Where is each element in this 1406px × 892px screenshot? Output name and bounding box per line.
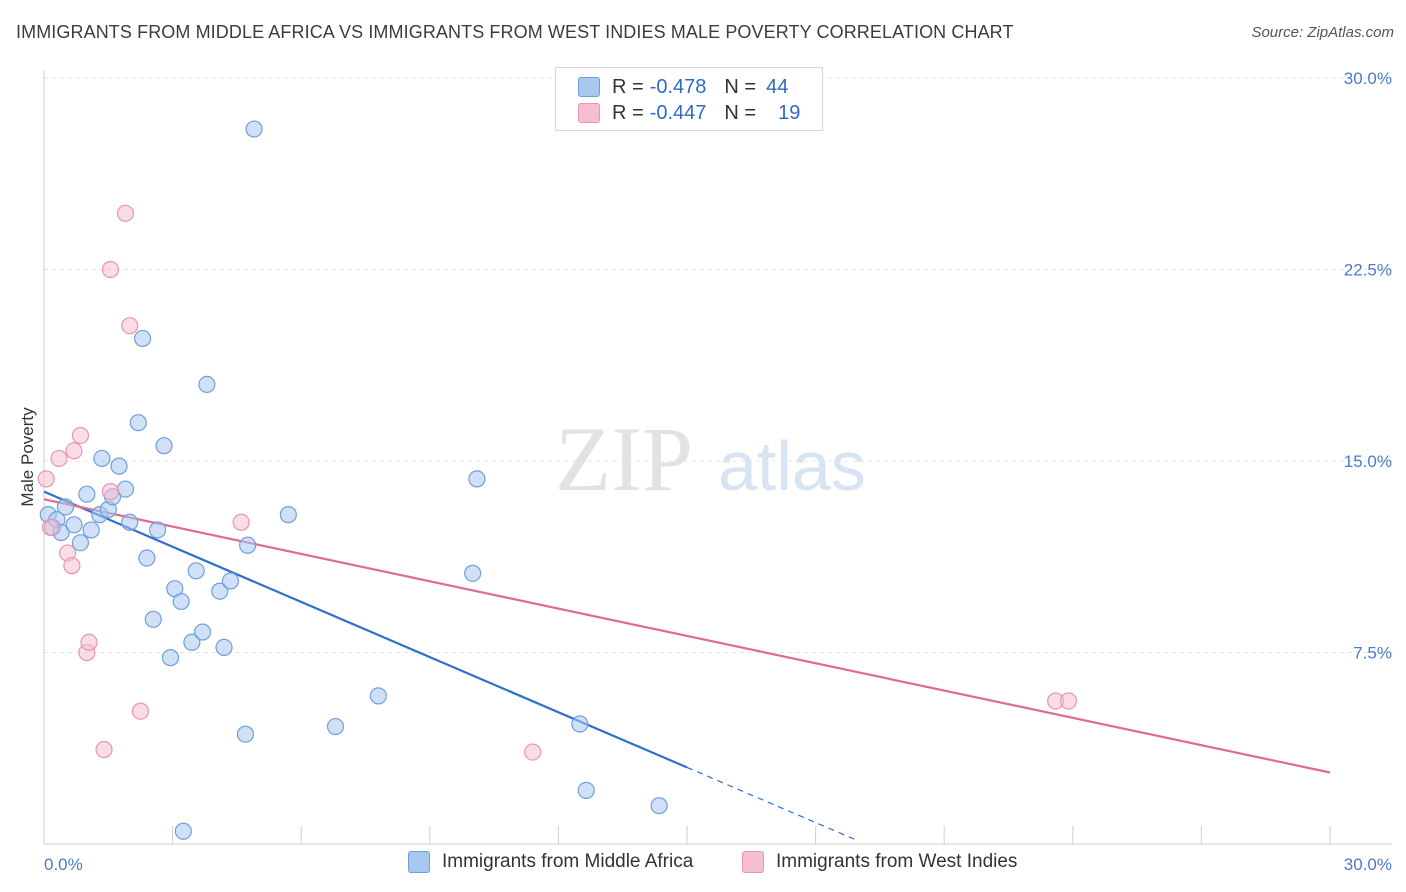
point-middle-africa-29 — [198, 375, 216, 393]
point-middle-africa-27 — [187, 562, 205, 580]
point-middle-africa-4 — [56, 498, 75, 516]
bottom-legend-swatch-blue — [408, 851, 430, 873]
legend-row-west-indies: R = -0.447 N = 19 — [578, 100, 800, 126]
legend-swatch-blue — [578, 77, 600, 97]
point-middle-africa-5 — [65, 516, 83, 534]
point-middle-africa-41 — [571, 715, 589, 733]
point-middle-africa-31 — [215, 638, 233, 656]
source-note: Source: ZipAtlas.com — [1251, 24, 1394, 41]
point-west-indies-6 — [71, 426, 90, 445]
legend-r-value: -0.447 — [649, 101, 707, 124]
x-tick-labels: 0.0% 30.0% — [44, 855, 1392, 874]
legend-r-label: R = — [612, 101, 644, 124]
watermark: ZIP atlas — [555, 408, 866, 510]
y-axis-label: Male Poverty — [18, 407, 37, 507]
point-west-indies-5 — [65, 442, 83, 460]
point-middle-africa-35 — [245, 120, 263, 138]
bottom-legend-middle-africa: Immigrants from Middle Africa — [408, 851, 693, 873]
point-west-indies-8 — [80, 633, 98, 651]
legend-n-label: N = — [724, 101, 757, 124]
y-tick-label-3: 30.0% — [1344, 69, 1392, 88]
point-west-indies-11 — [101, 260, 120, 279]
point-middle-africa-6 — [71, 534, 90, 552]
point-west-indies-10 — [101, 483, 120, 501]
point-middle-africa-13 — [110, 457, 128, 475]
data-points — [37, 120, 1078, 840]
legend-r-value: -0.478 — [649, 75, 707, 98]
trend-line-west-indies — [43, 498, 1331, 774]
legend-r-label: R = — [612, 75, 644, 98]
point-west-indies-0 — [37, 470, 55, 488]
point-middle-africa-34 — [239, 536, 257, 554]
point-middle-africa-36 — [279, 506, 297, 524]
point-west-indies-12 — [131, 702, 150, 720]
grid — [43, 77, 1392, 844]
watermark-atlas: atlas — [718, 427, 866, 505]
point-west-indies-1 — [41, 518, 60, 536]
point-middle-africa-16 — [129, 414, 147, 432]
legend-row-middle-africa: R = -0.478 N = 44 — [578, 74, 788, 100]
point-west-indies-9 — [95, 740, 113, 759]
point-middle-africa-30 — [211, 582, 229, 600]
point-west-indies-18 — [1059, 692, 1078, 710]
point-middle-africa-32 — [221, 572, 240, 590]
point-middle-africa-26 — [183, 633, 201, 651]
point-west-indies-13 — [116, 204, 135, 222]
point-middle-africa-8 — [82, 521, 100, 539]
point-west-indies-14 — [121, 317, 139, 335]
y-tick-label-0: 7.5% — [1353, 644, 1392, 663]
point-middle-africa-17 — [133, 329, 152, 348]
point-middle-africa-10 — [93, 449, 111, 468]
point-west-indies-2 — [50, 449, 68, 468]
point-middle-africa-20 — [148, 521, 167, 539]
bottom-legend-label-1: Immigrants from Middle Africa — [442, 851, 694, 872]
bottom-legend-west-indies: Immigrants from West Indies — [742, 851, 1017, 873]
point-west-indies-16 — [524, 743, 542, 761]
legend-swatch-pink — [578, 103, 600, 123]
x-tick-label-0: 0.0% — [44, 855, 83, 874]
point-middle-africa-42 — [577, 781, 595, 799]
y-tick-label-2: 22.5% — [1344, 261, 1392, 280]
point-middle-africa-38 — [369, 687, 387, 705]
axes — [43, 70, 1392, 845]
point-middle-africa-24 — [172, 592, 190, 611]
chart-title: IMMIGRANTS FROM MIDDLE AFRICA VS IMMIGRA… — [16, 22, 1014, 42]
point-middle-africa-15 — [121, 513, 139, 531]
point-middle-africa-28 — [194, 623, 212, 641]
point-middle-africa-22 — [161, 649, 180, 667]
bottom-legend-label-2: Immigrants from West Indies — [776, 851, 1018, 872]
legend-n-label: N = — [724, 75, 757, 98]
bottom-legend-swatch-pink — [742, 851, 764, 873]
point-middle-africa-43 — [650, 797, 668, 815]
x-tick-label-1: 30.0% — [1344, 855, 1392, 874]
legend-n-value: 19 — [778, 101, 801, 124]
point-middle-africa-37 — [326, 717, 345, 736]
point-west-indies-4 — [63, 557, 81, 575]
point-middle-africa-40 — [468, 470, 486, 488]
trend-line-middle-africa — [43, 490, 688, 769]
point-middle-africa-18 — [138, 549, 156, 567]
y-tick-label-1: 15.0% — [1344, 452, 1392, 471]
point-middle-africa-21 — [155, 437, 173, 455]
y-tick-labels: 7.5% 15.0% 22.5% 30.0% — [1344, 69, 1392, 663]
point-middle-africa-25 — [174, 822, 192, 840]
correlation-legend: R = -0.478 N = 44 R = -0.447 N = 19 — [555, 67, 823, 131]
point-middle-africa-19 — [144, 610, 162, 628]
watermark-zip: ZIP — [555, 408, 693, 510]
point-middle-africa-7 — [78, 485, 96, 503]
point-middle-africa-14 — [116, 480, 135, 498]
trend-line-middle-africa-extension — [686, 766, 859, 842]
point-west-indies-15 — [232, 513, 250, 531]
legend-n-value: 44 — [766, 75, 789, 98]
trend-lines — [43, 490, 1331, 842]
point-middle-africa-39 — [464, 564, 482, 582]
point-middle-africa-33 — [236, 725, 255, 743]
